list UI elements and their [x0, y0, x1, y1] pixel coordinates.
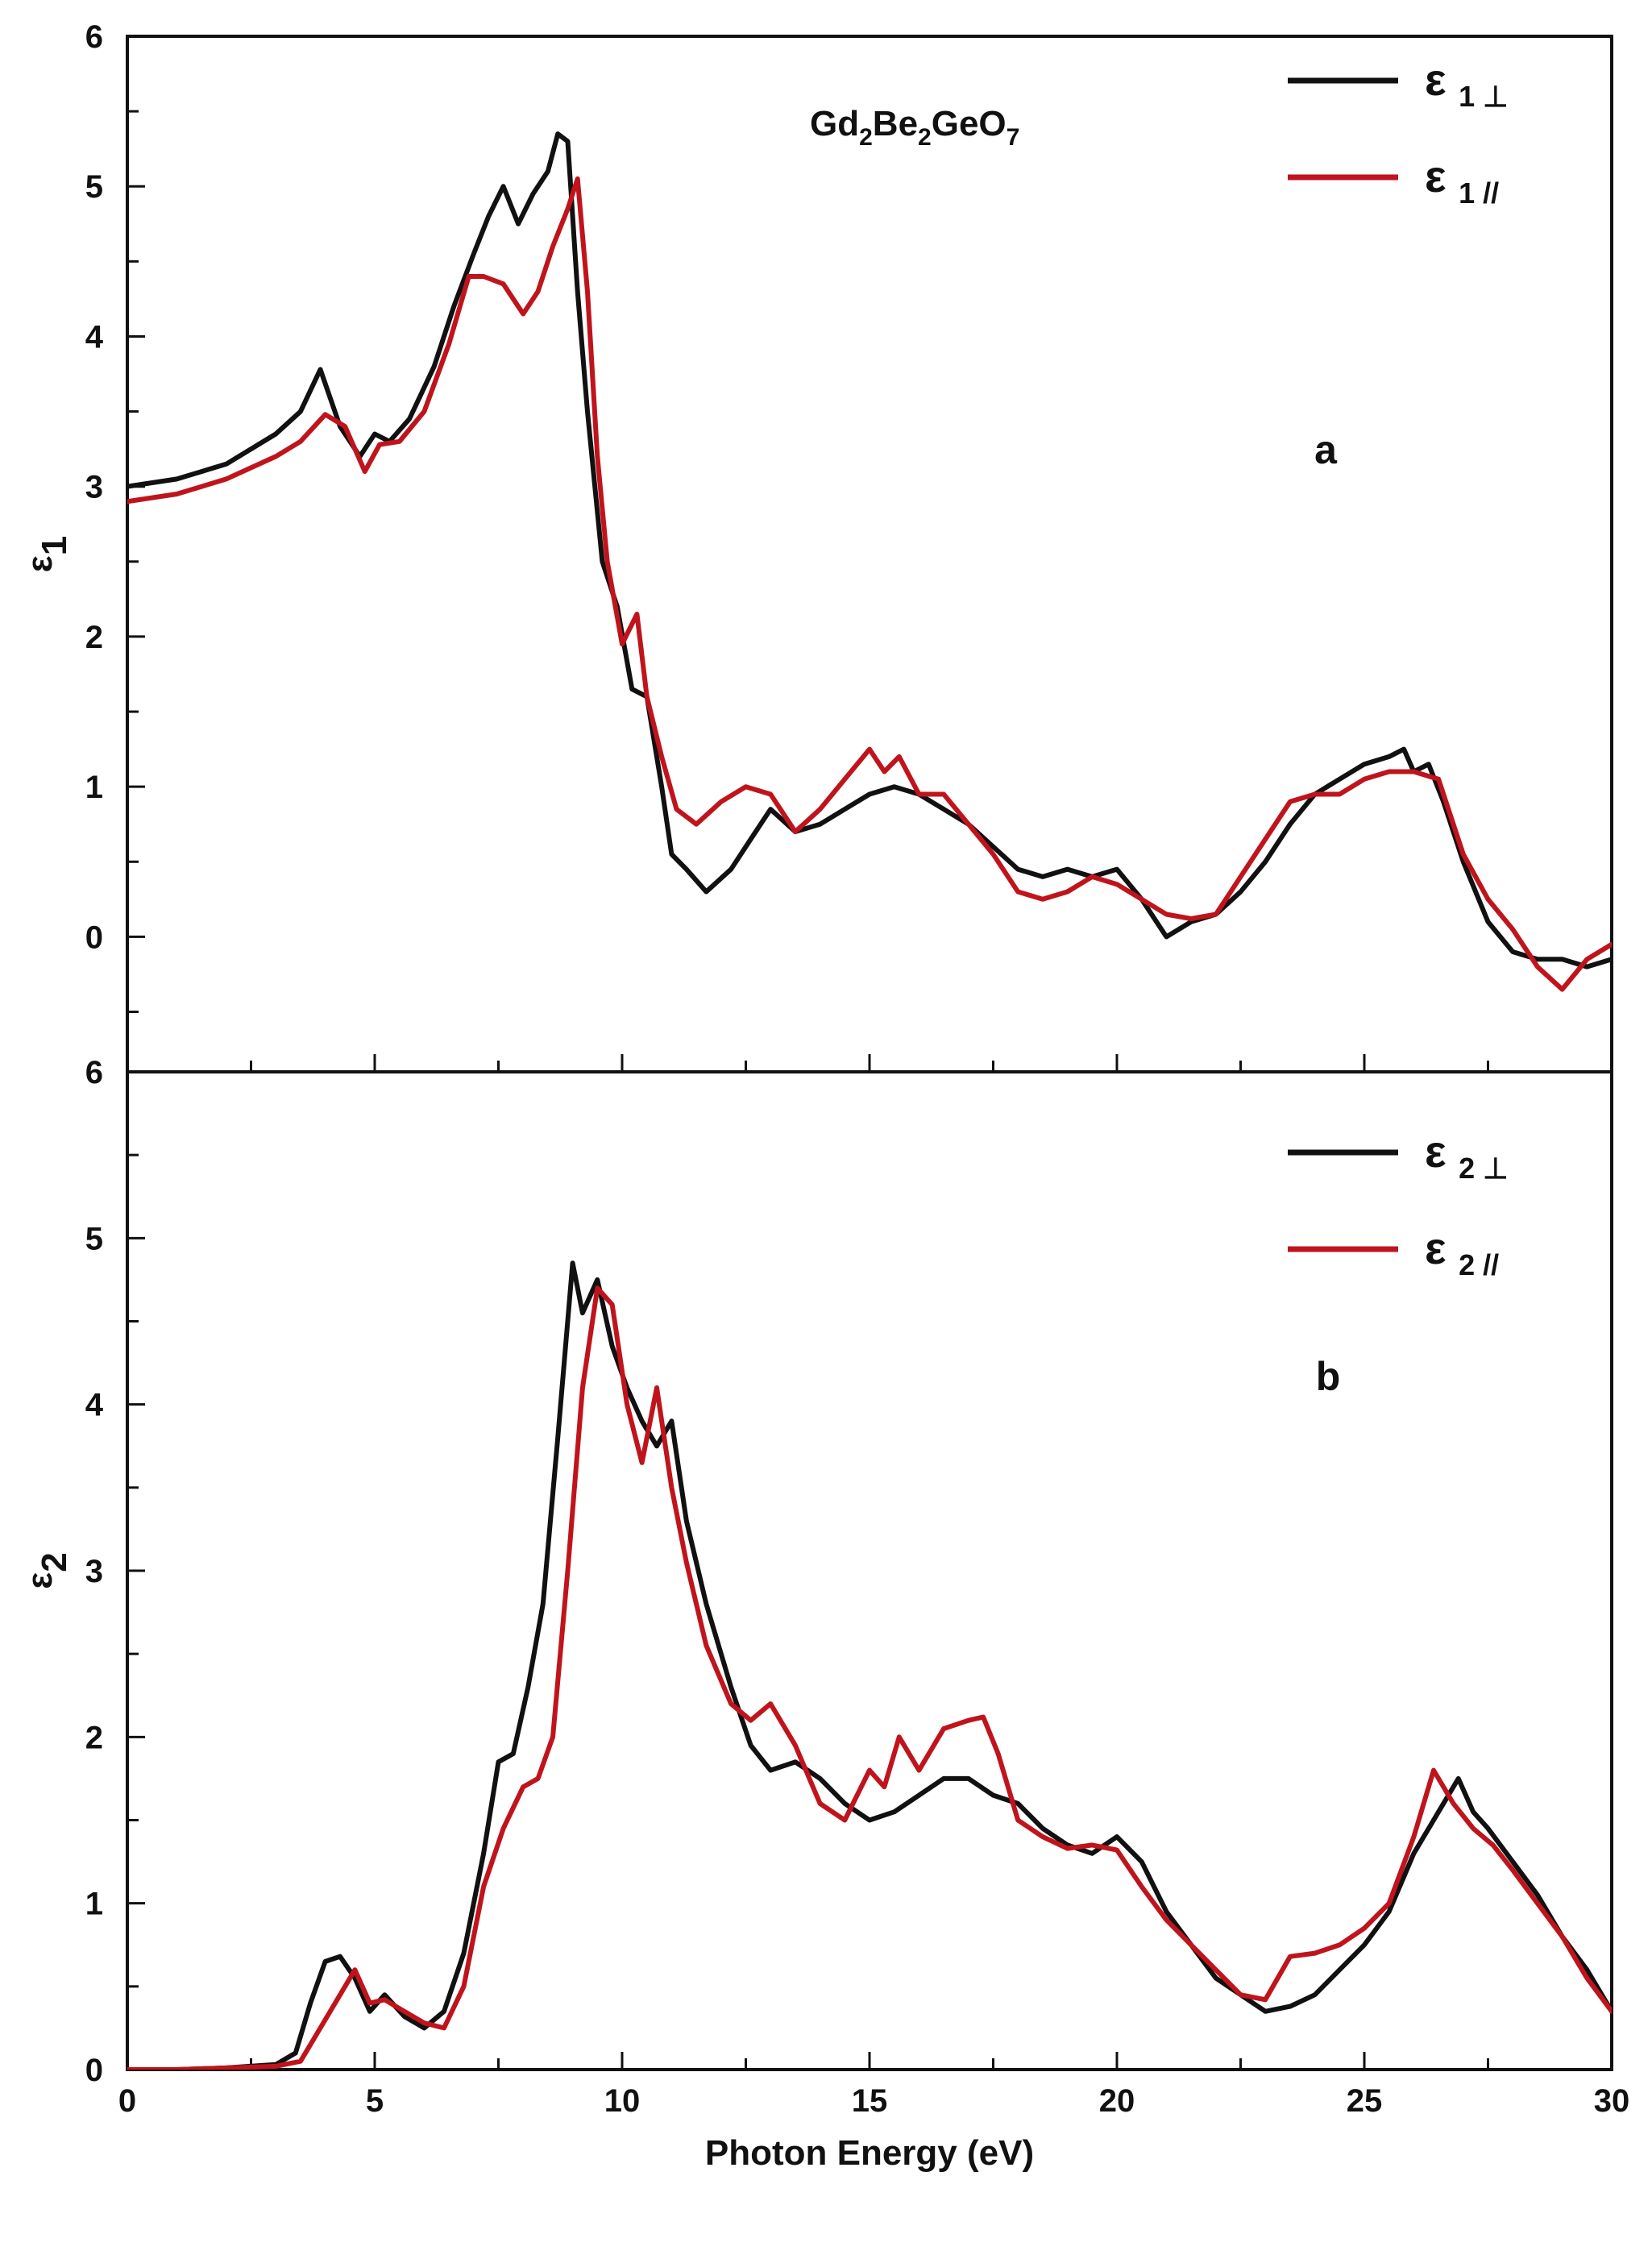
compound-subscript: 7 — [1007, 124, 1020, 151]
y-tick-label: 5 — [85, 1221, 103, 1256]
legend-label: ε 1 // — [1425, 151, 1499, 210]
y-tick-label: 6 — [85, 1055, 103, 1090]
compound-element: Be — [873, 104, 918, 143]
y-tick-label: 6 — [85, 19, 103, 55]
legend-subscript: 1 — [1459, 80, 1483, 113]
series-line-perpendicular — [127, 131, 1612, 970]
y-tick-label: 0 — [85, 920, 103, 955]
x-tick-label: 30 — [1594, 2083, 1630, 2119]
y-tick-label: 2 — [85, 1720, 103, 1755]
y-tick-label: 5 — [85, 169, 103, 205]
compound-subscript: 2 — [918, 124, 932, 151]
legend-symbol: ε — [1425, 54, 1459, 105]
y-axis-title: ε1 — [20, 536, 74, 572]
compound-element: Gd — [810, 104, 859, 143]
y-tick-label: 3 — [85, 1554, 103, 1589]
legend-subscript: 2 — [1459, 1248, 1483, 1281]
y-tick-label: 2 — [85, 620, 103, 655]
y-axis-title: ε2 — [20, 1552, 74, 1588]
legend-symbol: ε — [1425, 1126, 1459, 1177]
x-tick-label: 10 — [604, 2083, 641, 2119]
legend-subscript: 2 — [1459, 1152, 1483, 1185]
y-tick-label: 0 — [85, 2053, 103, 2088]
compound-label: Gd2Be2GeO7 — [810, 104, 1019, 151]
legend-label: ε 2 ⊥ — [1425, 1126, 1509, 1185]
series-line-perpendicular — [127, 1260, 1612, 2070]
panel-label: b — [1316, 1354, 1341, 1399]
y-tick-label: 4 — [85, 319, 104, 355]
legend-mark: ⊥ — [1483, 1152, 1508, 1185]
legend-mark: // — [1483, 1248, 1499, 1281]
y-axis-subscript: 1 — [35, 536, 74, 555]
x-tick-label: 25 — [1347, 2083, 1383, 2119]
legend-mark: ⊥ — [1483, 80, 1508, 113]
y-tick-label: 4 — [85, 1388, 104, 1423]
series-line-parallel — [127, 1285, 1612, 2070]
x-tick-label: 0 — [118, 2083, 136, 2119]
y-tick-label: 1 — [85, 1887, 103, 1922]
x-tick-label: 5 — [366, 2083, 384, 2119]
legend-label: ε 2 // — [1425, 1223, 1499, 1281]
x-axis-title: Photon Energy (eV) — [705, 2133, 1034, 2173]
legend-mark: // — [1483, 176, 1499, 210]
x-tick-label: 15 — [852, 2083, 888, 2119]
y-axis-symbol: ε — [20, 555, 60, 572]
legend-label: ε 1 ⊥ — [1425, 54, 1509, 113]
panel-label: a — [1314, 427, 1338, 472]
legend-symbol: ε — [1425, 151, 1459, 201]
compound-element: GeO — [932, 104, 1007, 143]
compound-subscript: 2 — [859, 124, 873, 151]
y-tick-label: 3 — [85, 470, 103, 505]
y-tick-label: 1 — [85, 770, 103, 805]
legend-symbol: ε — [1425, 1223, 1459, 1273]
y-axis-symbol: ε — [20, 1572, 60, 1589]
legend-subscript: 1 — [1459, 176, 1483, 210]
x-tick-label: 20 — [1099, 2083, 1135, 2119]
series-line-parallel — [127, 176, 1612, 992]
y-axis-subscript: 2 — [35, 1552, 74, 1572]
